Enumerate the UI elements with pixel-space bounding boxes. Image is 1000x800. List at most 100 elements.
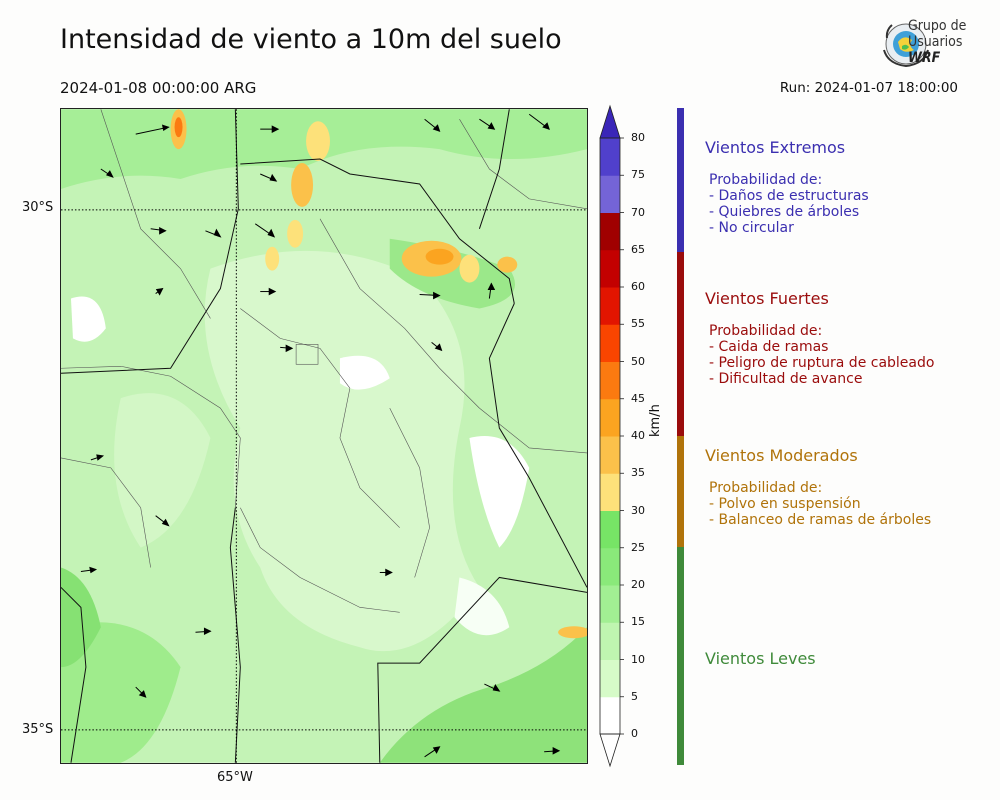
category-bar-extremos [677,108,684,252]
category-line: - Caida de ramas [709,339,829,355]
category-line: - Peligro de ruptura de cableado [709,355,935,371]
colorbar-tick-label: 15 [631,615,645,629]
category-title-extremos: Vientos Extremos [705,138,846,157]
wind-arrow [379,568,393,577]
white-zone-southeast [454,577,510,636]
wind-arrow [487,282,496,299]
category-body-extremos: Probabilidad de: - Daños de estructuras … [709,172,869,236]
cell-5 [265,246,280,271]
wind-arrow [419,291,441,300]
colorbar-tick-label: 50 [631,354,645,368]
cell-9 [558,626,587,639]
white-zone-north [339,355,390,390]
category-body-moderados: Probabilidad de: - Polvo en suspensión -… [709,480,931,528]
category-line: Probabilidad de: [709,323,823,339]
colorbar-bin [600,436,620,474]
valid-time: 2024-01-08 00:00:00 ARG [60,79,257,97]
province-borders [61,109,587,763]
logo-line-2: Usuarios [908,34,963,50]
province-border-4 [488,303,587,588]
colorbar-tick-label: 30 [631,503,645,517]
province-border-2 [229,507,241,763]
colorbar-tick-label: 10 [631,652,645,666]
colorbar-bin [600,473,620,511]
wind-arrow [484,683,501,692]
colorbar-tick-label: 60 [631,280,645,293]
wind-arrow [528,113,550,130]
category-title-fuertes: Vientos Fuertes [705,289,829,308]
colorbar-bin [600,138,620,176]
wind-arrow [155,287,164,296]
wind-vectors [80,113,561,758]
colorbar-extend-top [599,104,621,139]
colorbar-tick-label: 0 [631,727,638,740]
cell-4 [287,219,304,248]
colorbar-bin [600,361,620,400]
category-bar-fuertes [677,252,684,436]
colorbar-bin [600,622,620,660]
category-line: Probabilidad de: [709,172,823,188]
colorbar-tick-label: 55 [631,317,645,331]
colorbar-bin [600,696,620,735]
border-dept-1 [61,365,241,508]
lat-label-35s: 35°S [22,722,54,737]
light-zone-center [204,250,480,652]
colorbar-bin [600,659,620,698]
wind-arrow [544,747,561,755]
colorbar-tick-label: 80 [631,131,645,144]
wind-arrow [431,341,443,352]
colorbar-unit: km/h [648,404,663,437]
cell-6-core [425,248,454,265]
colorbar-tick-label: 70 [631,205,645,219]
borders [61,109,587,613]
gridlines [61,109,587,763]
border-dept-4 [240,507,400,613]
green-band-southeast [379,627,587,763]
wind-map [60,108,588,764]
wind-arrow [260,287,277,296]
category-line: - Daños de estructuras [709,188,869,204]
province-border-7 [61,587,87,763]
colorbar-tick-label: 35 [631,466,645,480]
white-zone-east [469,436,530,548]
category-line: - Dificultad de avance [709,371,863,387]
colorbar-tick-label: 45 [631,391,645,405]
wind-arrow [254,223,276,238]
logo-emblem [883,23,929,68]
colorbar-bin [600,547,620,586]
colorbar-tick-label: 5 [631,689,638,703]
colorbar-bin [600,398,620,437]
logo-line-3: WRF [908,50,941,66]
province-border-5 [478,109,510,229]
wind-arrow [195,627,212,636]
colorbar [599,104,624,768]
category-line: - Balanceo de ramas de árboles [709,512,932,528]
colorbar-bin [600,212,620,251]
colorbar-tick-label: 40 [631,429,645,442]
category-body-fuertes: Probabilidad de: - Caida de ramas - Peli… [709,323,934,387]
border-dept-10 [339,388,400,528]
wind-arrow [260,173,278,182]
colorbar-bin [600,585,620,623]
border-dept-5 [61,457,151,568]
category-line: Probabilidad de: [709,480,823,496]
cell-7 [459,254,480,283]
border-dept-3 [319,218,480,409]
colorbar-tick-label: 25 [631,540,645,554]
cell-1-core [174,117,183,138]
wind-arrow [280,344,294,353]
white-zone-west [70,296,106,342]
wind-arrow [80,566,98,574]
category-line: - Quiebres de árboles [709,204,860,220]
colorbar-tick-label: 75 [631,168,645,182]
cell-3 [291,163,314,207]
colorbar-tick-label: 65 [631,242,645,256]
category-title-leves: Vientos Leves [705,649,816,668]
wind-arrow [479,118,496,130]
green-band-west-coast [61,567,101,668]
cell-2 [306,121,330,162]
province-border-1 [61,109,239,374]
wind-arrow [155,515,170,527]
wind-arrow [135,124,170,135]
colorbar-bin [600,249,620,288]
